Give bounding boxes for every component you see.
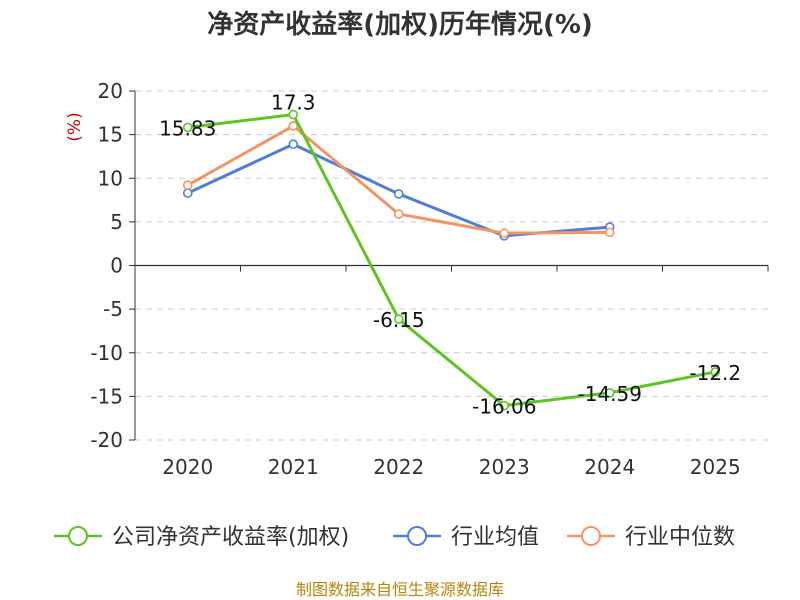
x-tick-label: 2021: [268, 455, 319, 479]
series-point: [499, 400, 510, 411]
series-point: [710, 367, 721, 377]
y-tick-labels: 20 15 10 5 0 -5 -10 -15 -20: [90, 79, 123, 452]
legend-swatch-marker: [581, 526, 601, 546]
data-label: -12.2: [689, 361, 741, 385]
legend-entry: 行业中位数: [625, 525, 735, 550]
source-note: 制图数据来自恒生聚源数据库: [296, 580, 504, 599]
x-axis: 2020 2021 2022 2023 2024 2025: [134, 264, 769, 479]
series-point: [604, 227, 615, 238]
series-point: [288, 121, 299, 131]
y-tick-label: -10: [90, 341, 123, 365]
data-label: -14.59: [578, 382, 642, 406]
data-label: 17.3: [271, 91, 316, 115]
series-line: [187, 113, 716, 408]
series-point: [288, 109, 299, 120]
series-layer: [182, 109, 721, 411]
legend: 公司净资产收益率(加权) 行业均值 行业中位数: [54, 525, 735, 550]
y-tick-label: -5: [103, 297, 123, 321]
y-tick-label: 5: [110, 210, 123, 234]
series-point: [182, 180, 193, 191]
chart-title: 净资产收益率(加权)历年情况(%): [207, 9, 593, 40]
data-labels: 15.83 17.3 -6.15 -16.06 -14.59 -12.2: [159, 91, 741, 419]
series-point: [393, 209, 404, 219]
y-tick-label: 0: [110, 254, 123, 278]
series-point: [288, 139, 299, 150]
x-tick-label: 2022: [373, 455, 424, 479]
legend-swatch-marker: [68, 526, 88, 546]
y-tick-label: -15: [90, 384, 123, 408]
x-tick-label: 2023: [479, 455, 530, 479]
y-tick-label: 20: [98, 79, 123, 103]
y-tick-label: -20: [90, 428, 123, 452]
y-tick-label: 10: [98, 166, 123, 190]
legend-entry: 公司净资产收益率(加权): [112, 525, 349, 550]
y-axis-unit: (%): [65, 112, 85, 141]
x-tick-label: 2020: [162, 455, 213, 479]
legend-entry: 行业均值: [451, 525, 539, 550]
data-label: 15.83: [159, 116, 216, 140]
data-label: -6.15: [373, 308, 425, 332]
series-point: [182, 122, 193, 133]
series-point: [604, 387, 615, 398]
x-tick-label: 2025: [690, 455, 741, 479]
series-point: [393, 314, 404, 324]
series-point: [182, 188, 193, 198]
legend-swatch-marker: [407, 526, 427, 546]
series-point: [499, 228, 510, 239]
data-label: -16.06: [472, 395, 536, 419]
y-tick-label: 15: [98, 123, 123, 147]
series-point: [393, 189, 404, 199]
x-tick-label: 2024: [584, 455, 635, 479]
